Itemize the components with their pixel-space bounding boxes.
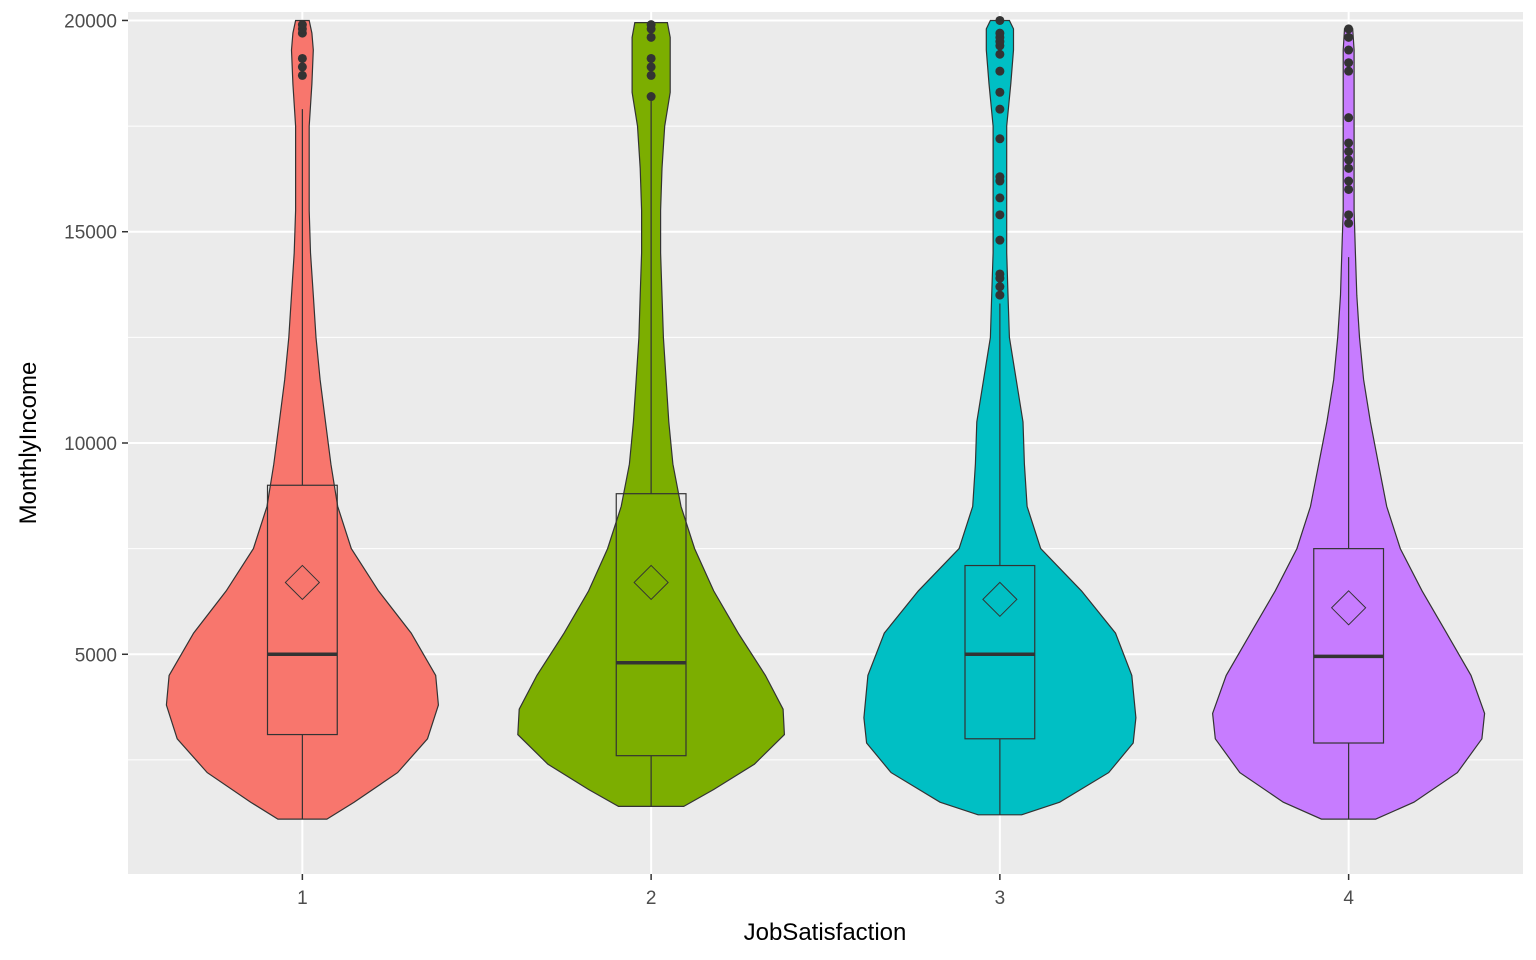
y-tick-label: 5000	[75, 645, 117, 666]
outlier-point	[995, 172, 1005, 182]
outlier-point	[995, 210, 1005, 220]
y-axis-title: MonthlyIncome	[15, 362, 42, 525]
mean-marker	[982, 581, 1018, 618]
outlier-point	[995, 87, 1005, 97]
outlier-point	[1344, 163, 1354, 173]
outlier-point	[995, 49, 1005, 59]
outlier-point	[1344, 138, 1354, 148]
outlier-point	[297, 70, 307, 80]
outlier-point	[995, 134, 1005, 144]
outlier-point	[1344, 66, 1354, 76]
iqr-box	[266, 484, 338, 736]
outlier-point	[995, 104, 1005, 114]
outlier-point	[1344, 155, 1354, 165]
outlier-point	[646, 92, 656, 102]
iqr-box	[1313, 548, 1385, 744]
x-tick-label: 3	[995, 888, 1006, 909]
outlier-point	[646, 70, 656, 80]
outlier-point	[1344, 45, 1354, 55]
mean-marker	[284, 564, 321, 601]
outlier-point	[646, 32, 656, 42]
outlier-point	[995, 235, 1005, 245]
outlier-point	[995, 66, 1005, 76]
x-tick-label: 1	[297, 888, 308, 909]
outlier-point	[1344, 32, 1354, 42]
iqr-box	[615, 493, 687, 757]
outlier-point	[995, 15, 1005, 25]
violin-group-3	[863, 15, 1137, 816]
outlier-point	[1344, 24, 1354, 34]
x-tick-label: 2	[646, 888, 657, 909]
outlier-point	[995, 193, 1005, 203]
outlier-point	[1344, 184, 1354, 194]
violin-group-2	[517, 20, 786, 807]
y-tick-label: 20000	[64, 11, 117, 32]
outlier-point	[995, 290, 1005, 300]
outlier-point	[297, 53, 307, 63]
violin-group-4	[1211, 24, 1486, 820]
outlier-point	[297, 20, 307, 30]
x-tick-label: 4	[1343, 888, 1354, 909]
outlier-point	[995, 269, 1005, 279]
outlier-point	[1344, 176, 1354, 186]
outlier-point	[1344, 146, 1354, 156]
mean-marker	[1330, 590, 1367, 626]
x-axis-title: JobSatisfaction	[744, 919, 907, 946]
violin-group-1	[165, 19, 440, 820]
outlier-point	[646, 20, 656, 30]
outlier-point	[995, 282, 1005, 292]
mean-marker	[633, 564, 669, 601]
outlier-point	[1344, 218, 1354, 228]
outlier-point	[1344, 113, 1354, 123]
y-tick-label: 10000	[64, 434, 117, 455]
outlier-point	[1344, 58, 1354, 68]
iqr-box	[964, 564, 1036, 740]
axes: 5000 10000 15000 20000 1 2 3 4	[64, 11, 1354, 909]
outlier-point	[646, 53, 656, 63]
outlier-point	[1344, 210, 1354, 220]
chart-marks	[165, 15, 1486, 820]
outlier-point	[646, 62, 656, 72]
outlier-point	[995, 28, 1005, 38]
outlier-point	[297, 62, 307, 72]
y-tick-label: 15000	[64, 223, 117, 244]
